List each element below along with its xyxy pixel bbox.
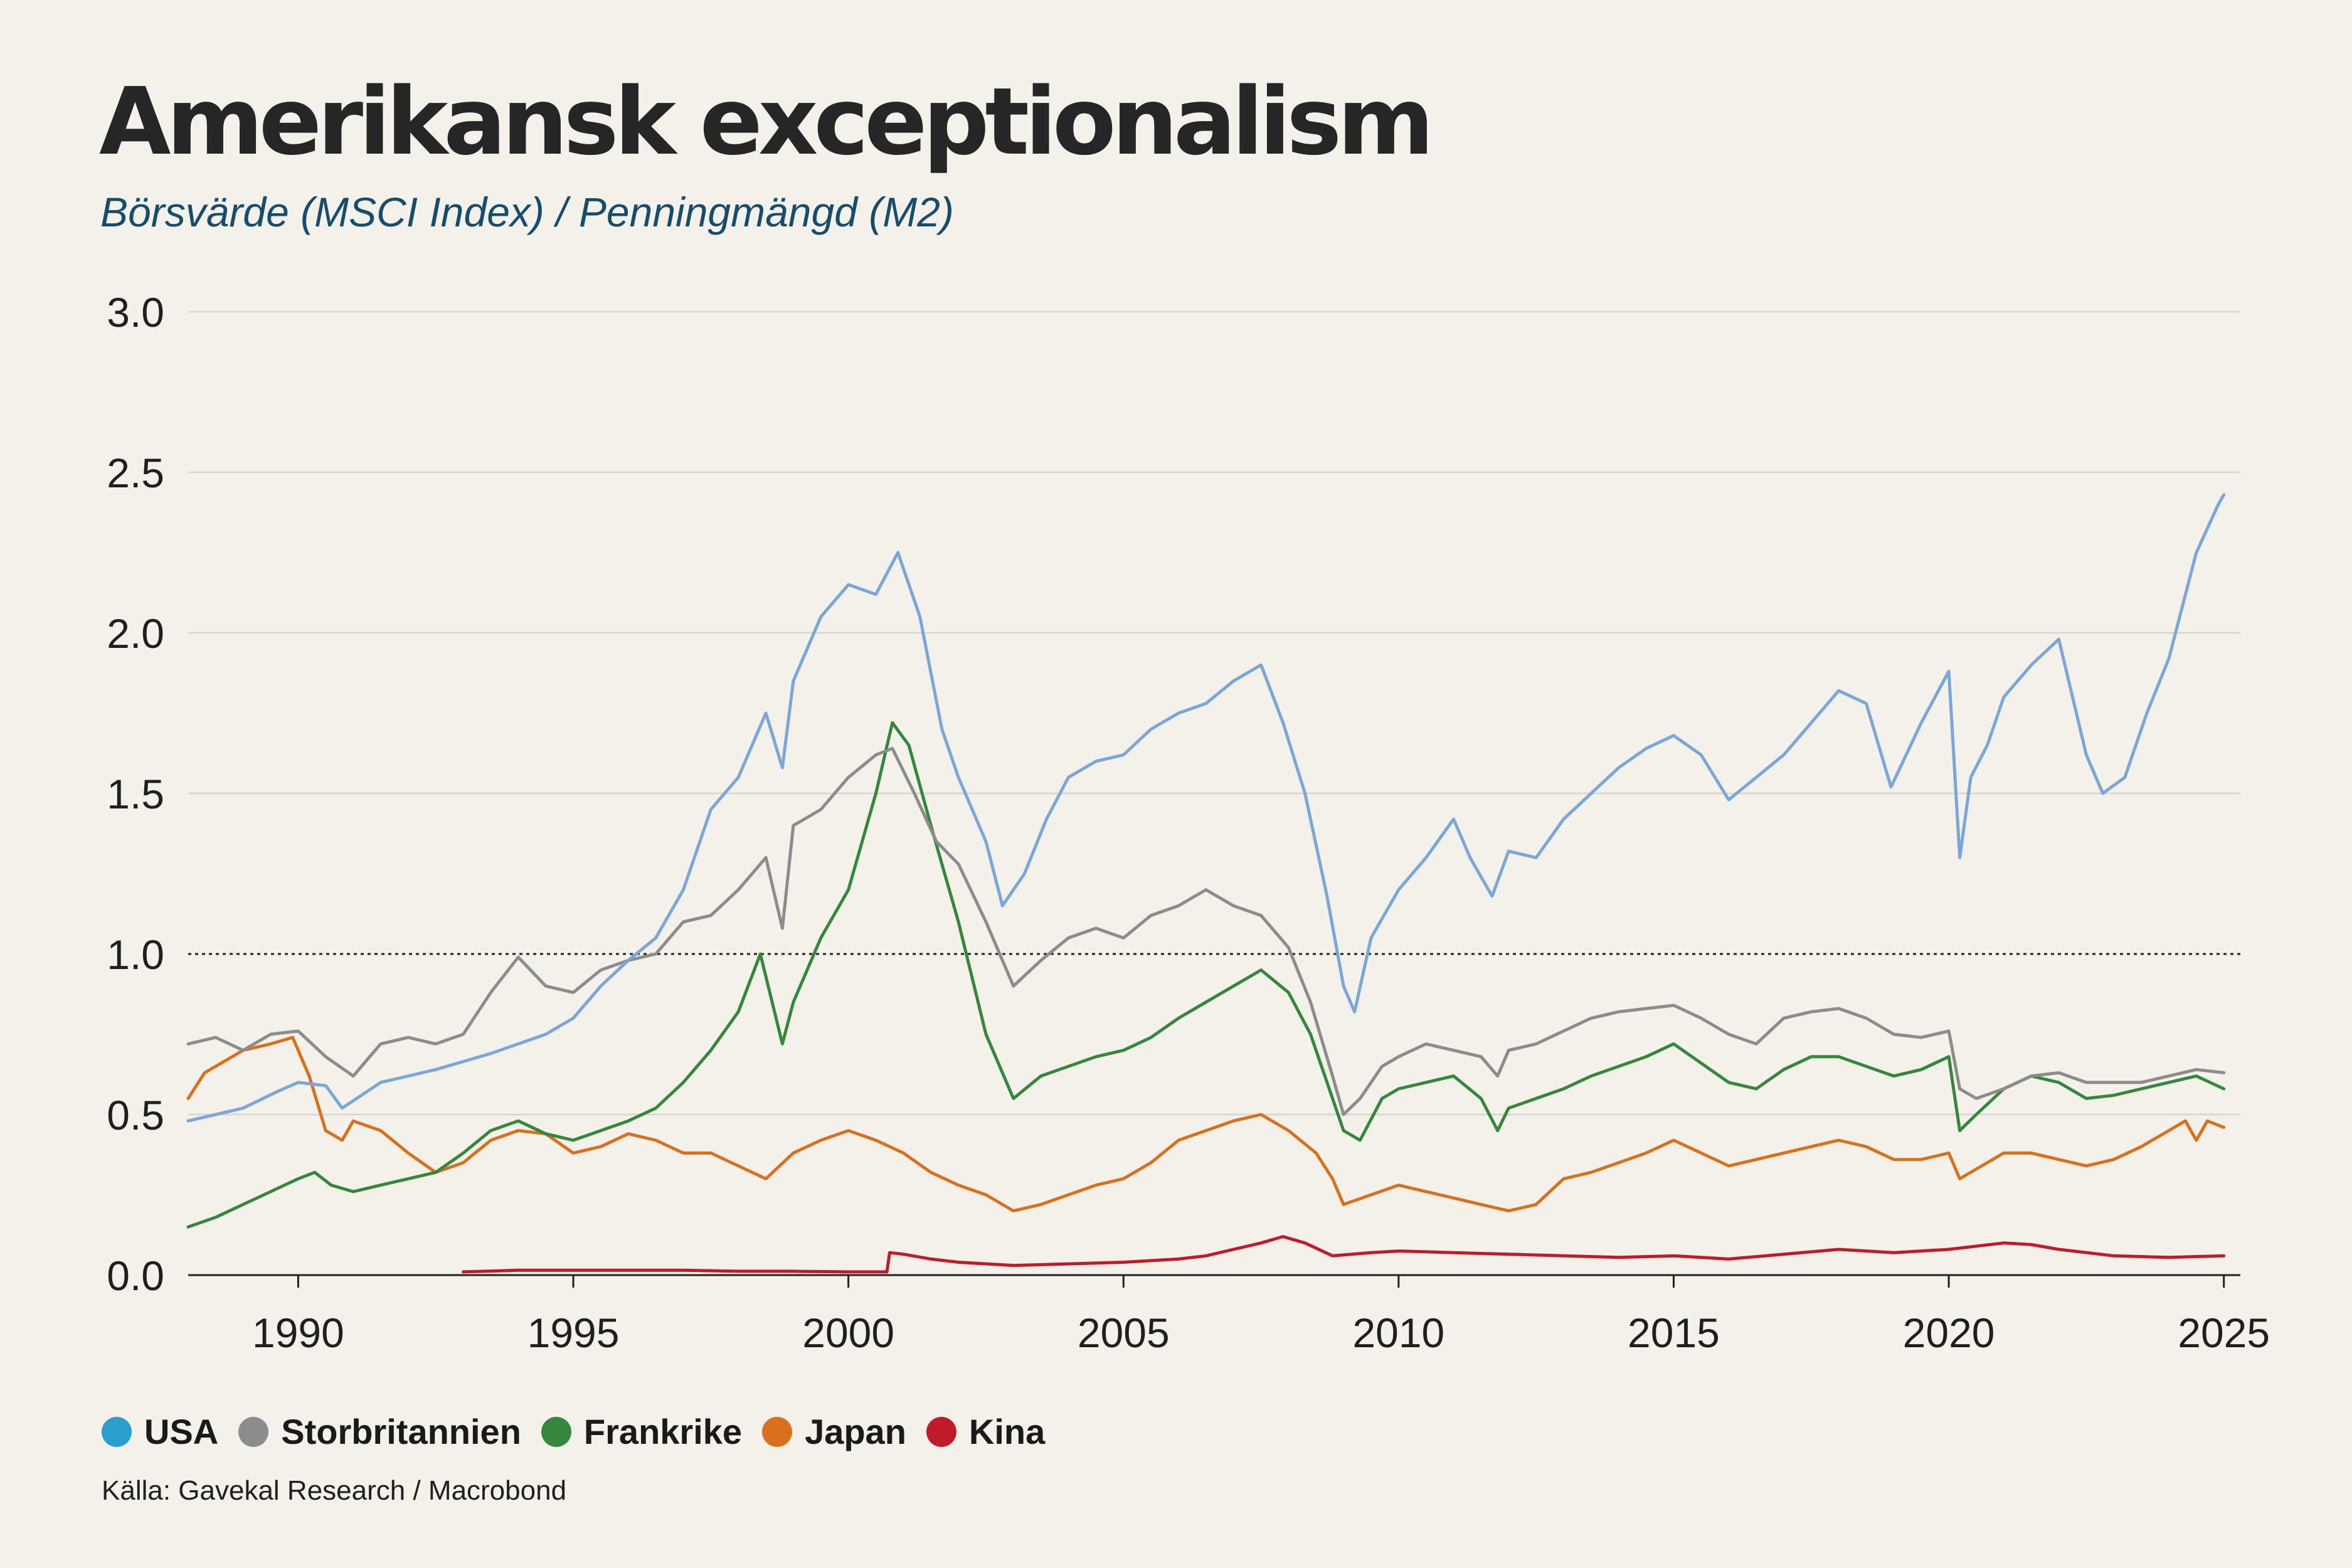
legend-item-storbritannien: Storbritannien (238, 1411, 521, 1452)
y-tick-label: 2.5 (107, 450, 164, 496)
chart-title: Amerikansk exceptionalism (99, 68, 1434, 176)
legend-label-kina: Kina (968, 1412, 1046, 1451)
legend-label-frankrike: Frankrike (583, 1412, 743, 1451)
x-tick-label: 1995 (527, 1310, 620, 1356)
series-line-japan (186, 1036, 2226, 1213)
legend: USA Storbritannien Frankrike Japan Kina (102, 1411, 1065, 1452)
series-line-kina (462, 1235, 2226, 1274)
legend-swatch-usa (102, 1416, 132, 1447)
y-tick-label: 0.5 (107, 1092, 164, 1138)
legend-item-frankrike: Frankrike (541, 1411, 742, 1452)
x-tick-label: 2025 (2178, 1310, 2270, 1356)
chart-subtitle: Börsvärde (MSCI Index) / Penningmängd (M… (100, 189, 954, 235)
legend-swatch-kina (926, 1416, 956, 1447)
x-tick-label: 2010 (1352, 1310, 1444, 1356)
y-tick-label: 0.0 (107, 1253, 164, 1299)
series-line-frankrike (186, 721, 2226, 1229)
source-note: Källa: Gavekal Research / Macrobond (102, 1475, 567, 1506)
y-tick-label: 1.0 (107, 931, 164, 978)
x-tick-label: 2020 (1903, 1310, 1995, 1356)
y-tick-label: 2.0 (107, 610, 164, 657)
legend-swatch-japan (762, 1416, 793, 1447)
x-tick-label: 1990 (252, 1310, 344, 1356)
x-tick-label: 2000 (802, 1310, 894, 1356)
legend-item-kina: Kina (926, 1411, 1045, 1452)
legend-swatch-frankrike (541, 1416, 571, 1447)
legend-swatch-storbritannien (238, 1416, 269, 1447)
legend-item-japan: Japan (762, 1411, 906, 1452)
legend-label-storbritannien: Storbritannien (281, 1412, 521, 1451)
legend-label-usa: USA (144, 1412, 219, 1451)
legend-item-usa: USA (102, 1411, 218, 1452)
series-line-storbritannien (186, 746, 2226, 1116)
y-tick-label: 3.0 (107, 289, 164, 336)
x-tick-label: 2005 (1078, 1310, 1170, 1356)
series-line-usa (186, 493, 2226, 1123)
x-tick-label: 2015 (1628, 1310, 1720, 1356)
y-tick-label: 1.5 (107, 771, 164, 817)
legend-label-japan: Japan (805, 1412, 906, 1451)
